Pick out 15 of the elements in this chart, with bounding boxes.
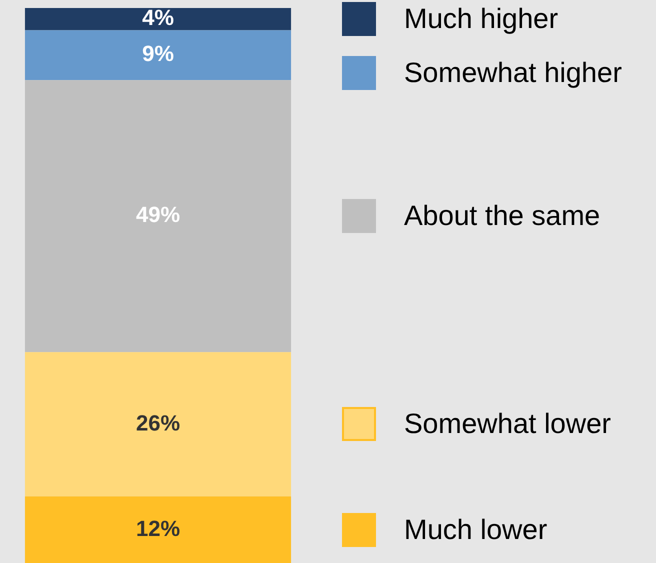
data-label: 26%	[136, 410, 180, 436]
legend-label: Much higher	[404, 3, 558, 36]
legend-label: About the same	[404, 200, 600, 232]
bar	[24, 8, 292, 30]
bar	[24, 496, 292, 563]
bar	[24, 30, 292, 80]
bar	[24, 80, 292, 352]
legend-label: Much lower	[404, 514, 548, 546]
data-label: 12%	[136, 516, 180, 541]
data-label: 4%	[142, 5, 174, 30]
data-label: 49%	[136, 202, 180, 228]
data-label: 9%	[142, 41, 174, 66]
bar	[24, 352, 292, 496]
legend-label: Somewhat lower	[404, 408, 611, 440]
legend-label: Somewhat higher	[404, 57, 622, 90]
